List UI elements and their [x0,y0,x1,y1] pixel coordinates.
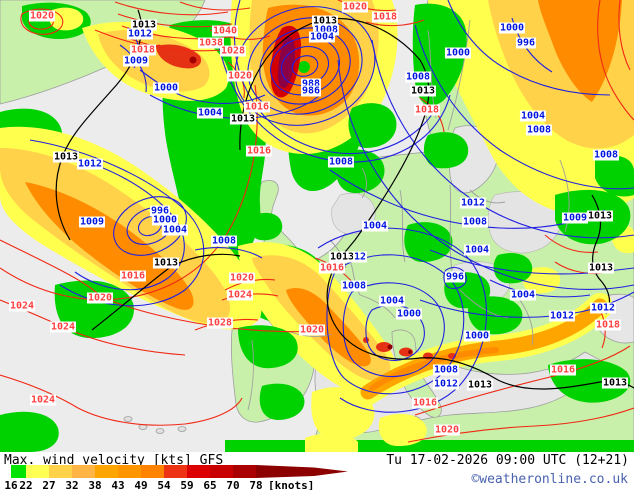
legend-segment [187,465,210,478]
wind-field-layer [0,0,634,452]
island-small [123,416,133,422]
legend-tick-label: 32 [65,479,78,490]
legend-tick-label: 16 [4,479,18,490]
legend-tick-label: 38 [88,479,101,490]
legend-tick-label: 54 [157,479,171,490]
weather-map: 1013 1013 1013 1013 1013 1013 1013 1013 1013 1013… [0,0,634,452]
legend-segment [11,465,26,478]
legend-tick-label: 49 [134,479,147,490]
legend-tick-label: 43 [111,479,124,490]
legend-segment [164,465,187,478]
legend-tick-label: 65 [203,479,216,490]
legend-segment [118,465,141,478]
legend-unit-label: [knots] [268,479,314,490]
legend-segment [72,465,95,478]
wind-speed-legend: 16 22 27 32 38 43 49 54 59 65 70 78 [knots] [4,464,364,494]
legend-tick-label: 70 [226,479,239,490]
legend-segment [49,465,72,478]
legend-segment [141,465,164,478]
footer: Max. wind velocity [kts] GFS Tu 17-02-20… [0,452,634,492]
map-title: Max. wind velocity [kts] GFS [4,453,224,468]
legend-segment [233,465,256,478]
legend-segment [95,465,118,478]
map-datetime: Tu 17-02-2026 09:00 UTC (12+21) [386,453,629,468]
legend-tick-label: 27 [42,479,55,490]
weather-map-canvas [0,0,634,452]
island-small [177,426,187,432]
legend-arrow [256,465,348,478]
legend-colorbar: 16 22 27 32 38 43 49 54 59 65 70 78 [knots] [4,465,348,492]
legend-tick-label: 78 [249,479,262,490]
island-small [155,428,165,434]
legend-tick-label: 59 [180,479,193,490]
legend-segment [210,465,233,478]
credit-link[interactable]: ©weatheronline.co.uk [471,472,628,487]
legend-segment [26,465,49,478]
legend-tick-label: 22 [19,479,32,490]
